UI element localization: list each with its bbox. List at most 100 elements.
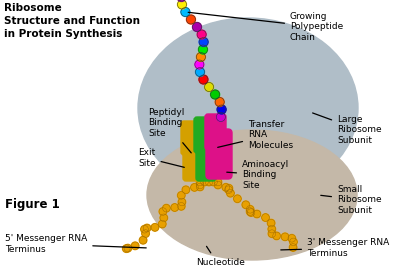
Circle shape [177, 0, 186, 2]
Ellipse shape [200, 145, 212, 155]
Circle shape [247, 209, 255, 216]
Text: Nucleotide
Unit: Nucleotide Unit [196, 246, 245, 266]
Circle shape [288, 235, 296, 242]
Circle shape [199, 38, 208, 47]
Circle shape [141, 226, 148, 233]
Circle shape [289, 244, 297, 251]
Circle shape [193, 23, 202, 31]
Circle shape [151, 223, 159, 231]
Circle shape [201, 178, 208, 186]
Circle shape [158, 220, 166, 228]
Text: Transfer
RNA
Molecules: Transfer RNA Molecules [218, 120, 293, 150]
Text: Peptidyl
Binding
Site: Peptidyl Binding Site [148, 108, 191, 153]
Circle shape [160, 214, 168, 222]
Text: 3' Messenger RNA
Terminus: 3' Messenger RNA Terminus [281, 238, 389, 258]
Circle shape [273, 232, 280, 240]
Ellipse shape [193, 61, 237, 99]
Text: 5' Messenger RNA
Terminus: 5' Messenger RNA Terminus [5, 234, 146, 254]
FancyBboxPatch shape [194, 117, 212, 153]
Ellipse shape [235, 36, 295, 80]
FancyBboxPatch shape [196, 135, 216, 181]
Circle shape [246, 206, 254, 213]
Circle shape [225, 186, 232, 193]
FancyBboxPatch shape [183, 135, 203, 181]
Circle shape [159, 208, 166, 215]
Circle shape [142, 230, 149, 237]
Circle shape [197, 30, 206, 39]
Ellipse shape [256, 202, 304, 238]
Circle shape [124, 244, 132, 252]
Ellipse shape [213, 196, 267, 234]
Circle shape [217, 105, 226, 114]
Ellipse shape [138, 18, 358, 198]
Ellipse shape [175, 184, 215, 216]
Circle shape [210, 90, 220, 99]
Circle shape [178, 198, 186, 206]
Circle shape [268, 230, 276, 238]
Circle shape [242, 201, 250, 209]
Ellipse shape [260, 112, 310, 148]
Circle shape [227, 189, 234, 197]
Circle shape [290, 238, 297, 246]
Circle shape [204, 82, 214, 92]
Ellipse shape [283, 192, 327, 228]
Ellipse shape [198, 40, 252, 84]
Text: Exit
Site: Exit Site [138, 148, 184, 168]
Circle shape [177, 202, 185, 210]
Circle shape [196, 68, 204, 77]
Ellipse shape [279, 58, 331, 98]
Circle shape [281, 233, 289, 241]
Circle shape [131, 242, 139, 250]
Circle shape [246, 208, 254, 215]
Ellipse shape [276, 89, 324, 127]
Circle shape [196, 178, 204, 186]
Ellipse shape [233, 214, 278, 246]
Text: Growing
Polypeptide
Chain: Growing Polypeptide Chain [188, 12, 343, 42]
Circle shape [210, 178, 217, 186]
Ellipse shape [281, 166, 329, 204]
Circle shape [214, 178, 222, 186]
Ellipse shape [238, 128, 282, 162]
Ellipse shape [214, 33, 266, 71]
Circle shape [177, 0, 187, 9]
Circle shape [177, 192, 185, 199]
Circle shape [181, 7, 190, 16]
Circle shape [196, 52, 205, 61]
Ellipse shape [240, 179, 300, 221]
Circle shape [268, 225, 276, 233]
FancyBboxPatch shape [181, 121, 199, 155]
Circle shape [214, 181, 222, 189]
Circle shape [171, 204, 179, 211]
Text: Large
Ribosome
Subunit: Large Ribosome Subunit [313, 113, 382, 145]
Circle shape [196, 181, 204, 189]
Text: Figure 1: Figure 1 [5, 198, 60, 211]
Ellipse shape [166, 200, 204, 231]
Ellipse shape [211, 142, 225, 152]
Circle shape [205, 178, 213, 186]
Circle shape [267, 219, 275, 227]
FancyBboxPatch shape [206, 129, 232, 179]
Circle shape [198, 45, 208, 54]
Text: Aminoacyl
Binding
Site: Aminoacyl Binding Site [227, 160, 289, 190]
Circle shape [139, 236, 147, 244]
Circle shape [195, 60, 204, 69]
Text: Ribosome
Structure and Function
in Protein Synthesis: Ribosome Structure and Function in Prote… [4, 3, 140, 39]
Circle shape [215, 98, 224, 106]
Circle shape [143, 224, 151, 232]
Circle shape [196, 183, 204, 191]
Circle shape [122, 245, 130, 252]
Circle shape [234, 195, 241, 202]
FancyBboxPatch shape [205, 114, 226, 150]
Circle shape [187, 15, 196, 24]
Circle shape [191, 184, 198, 191]
Ellipse shape [147, 130, 357, 260]
Circle shape [162, 204, 170, 212]
Ellipse shape [187, 148, 199, 158]
Circle shape [182, 186, 190, 194]
Circle shape [222, 184, 229, 191]
Circle shape [225, 184, 233, 192]
Text: Small
Ribosome
Subunit: Small Ribosome Subunit [321, 185, 382, 215]
Circle shape [262, 214, 269, 221]
Ellipse shape [174, 83, 216, 117]
Circle shape [253, 210, 261, 218]
